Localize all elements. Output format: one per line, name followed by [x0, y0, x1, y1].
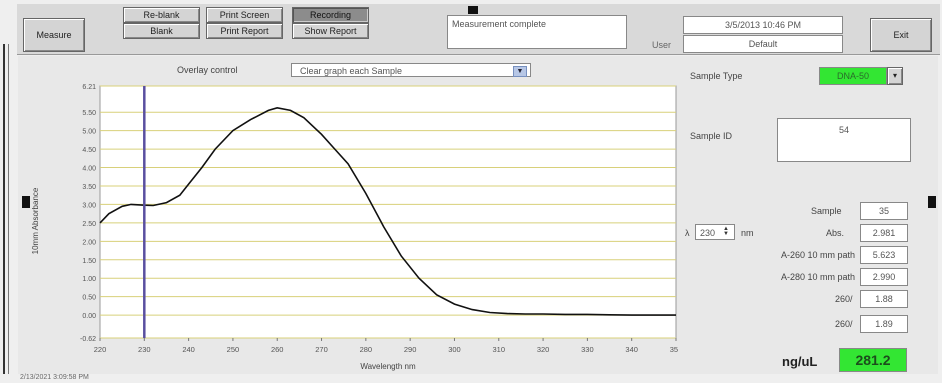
overlay-select-value: Clear graph each Sample — [300, 66, 403, 76]
y-tick-label: 4.50 — [82, 147, 96, 154]
chart-panel: Overlay control Clear graph each Sample … — [18, 56, 678, 374]
sample-number-label: Sample — [811, 206, 842, 216]
left-splitter-handle[interactable] — [22, 196, 30, 208]
print-report-button[interactable]: Print Report — [206, 23, 283, 39]
x-tick-label: 230 — [138, 345, 151, 354]
abs-value: 2.981 — [860, 224, 908, 242]
y-tick-label: -0.62 — [80, 336, 96, 343]
x-axis-label: Wavelength nm — [360, 362, 416, 371]
exit-button[interactable]: Exit — [870, 18, 932, 52]
status-box: Measurement complete — [447, 15, 627, 49]
x-tick-label: 310 — [493, 345, 506, 354]
sample-number-field: 35 — [860, 202, 908, 220]
sample-type-label: Sample Type — [690, 71, 743, 81]
wavelength-stepper[interactable]: 230 ▲ ▼ — [695, 224, 735, 240]
plot-area — [99, 85, 677, 339]
x-tick-label: 280 — [360, 345, 373, 354]
absorbance-chart: 6.21 5.50 5.00 4.50 4.00 3.50 3.00 2.50 2.00 1.50… — [31, 84, 678, 371]
a280-value: 2.990 — [860, 268, 908, 286]
user-label: User — [652, 40, 672, 50]
x-tick-label: 260 — [271, 345, 284, 354]
x-tick-label: 240 — [182, 345, 195, 354]
a260-label: A-260 10 mm path — [781, 250, 856, 260]
right-splitter-handle[interactable] — [928, 196, 936, 208]
y-tick-label: 1.00 — [82, 276, 96, 283]
y-tick-label: 5.50 — [82, 110, 96, 117]
x-tick-label: 270 — [315, 345, 328, 354]
x-tick-label: 300 — [448, 345, 461, 354]
y-tick-label: 6.21 — [82, 84, 96, 91]
main-panel: Overlay control Clear graph each Sample … — [18, 56, 938, 374]
datetime-field: 3/5/2013 10:46 PM — [683, 16, 843, 34]
show-report-button[interactable]: Show Report — [292, 23, 369, 39]
x-tick-label: 290 — [404, 345, 417, 354]
lambda-symbol: λ — [685, 228, 690, 238]
x-tick-label: 250 — [227, 345, 240, 354]
concentration-unit: ng/uL — [782, 354, 818, 369]
x-tick-label: 350 — [670, 345, 678, 354]
a280-label: A-280 10 mm path — [781, 272, 856, 282]
chevron-down-icon[interactable]: ▾ — [887, 67, 903, 85]
y-tick-label: 2.50 — [82, 221, 96, 228]
ratio-260-280-label: 260/ — [835, 294, 853, 304]
y-tick-label: 3.00 — [82, 202, 96, 209]
window-border — [3, 44, 5, 374]
sample-type-select[interactable]: DNA-50 — [819, 67, 887, 85]
spectrum-line — [99, 106, 676, 316]
sample-id-field[interactable]: 54 — [777, 118, 911, 162]
y-tick-label: 4.00 — [82, 166, 96, 173]
results-panel: Sample Type DNA-50 ▾ Sample ID 54 Sample… — [683, 56, 938, 374]
y-tick-label: 0.50 — [82, 295, 96, 302]
recording-button[interactable]: Recording — [292, 7, 369, 23]
splitter-handle[interactable] — [468, 6, 478, 14]
window-border-inner — [8, 44, 9, 374]
y-tick-label: 3.50 — [82, 184, 96, 191]
x-tick-label: 220 — [94, 345, 107, 354]
ratio-260-230-value: 1.89 — [860, 315, 908, 333]
measure-button[interactable]: Measure — [23, 18, 85, 52]
x-tick-label: 320 — [537, 345, 550, 354]
overlay-control-label: Overlay control — [177, 65, 238, 75]
chevron-down-icon[interactable]: ▼ — [513, 66, 527, 77]
a260-value: 5.623 — [860, 246, 908, 264]
sample-id-label: Sample ID — [690, 131, 733, 141]
spin-arrows-icon[interactable]: ▲ ▼ — [723, 226, 729, 237]
x-tick-label: 330 — [581, 345, 594, 354]
y-tick-label: 5.00 — [82, 129, 96, 136]
x-tick-label: 340 — [625, 345, 638, 354]
ratio-260-230-label: 260/ — [835, 319, 853, 329]
overlay-select[interactable]: Clear graph each Sample ▼ — [291, 63, 531, 77]
wavelength-unit: nm — [741, 228, 754, 238]
y-tick-label: 0.00 — [82, 313, 96, 320]
print-screen-button[interactable]: Print Screen — [206, 7, 283, 23]
concentration-value: 281.2 — [839, 348, 907, 372]
y-tick-label: 2.00 — [82, 239, 96, 246]
reblank-button[interactable]: Re-blank — [123, 7, 200, 23]
user-field: Default — [683, 35, 843, 53]
y-axis-label: 10mm Absorbance — [31, 187, 40, 254]
footer-file-text: 2/13/2021 3:09:58 PM — [20, 374, 89, 381]
ratio-260-280-value: 1.88 — [860, 290, 908, 308]
y-tick-label: 1.50 — [82, 258, 96, 265]
blank-button[interactable]: Blank — [123, 23, 200, 39]
abs-label: Abs. — [826, 228, 845, 238]
wavelength-value: 230 — [700, 228, 716, 238]
